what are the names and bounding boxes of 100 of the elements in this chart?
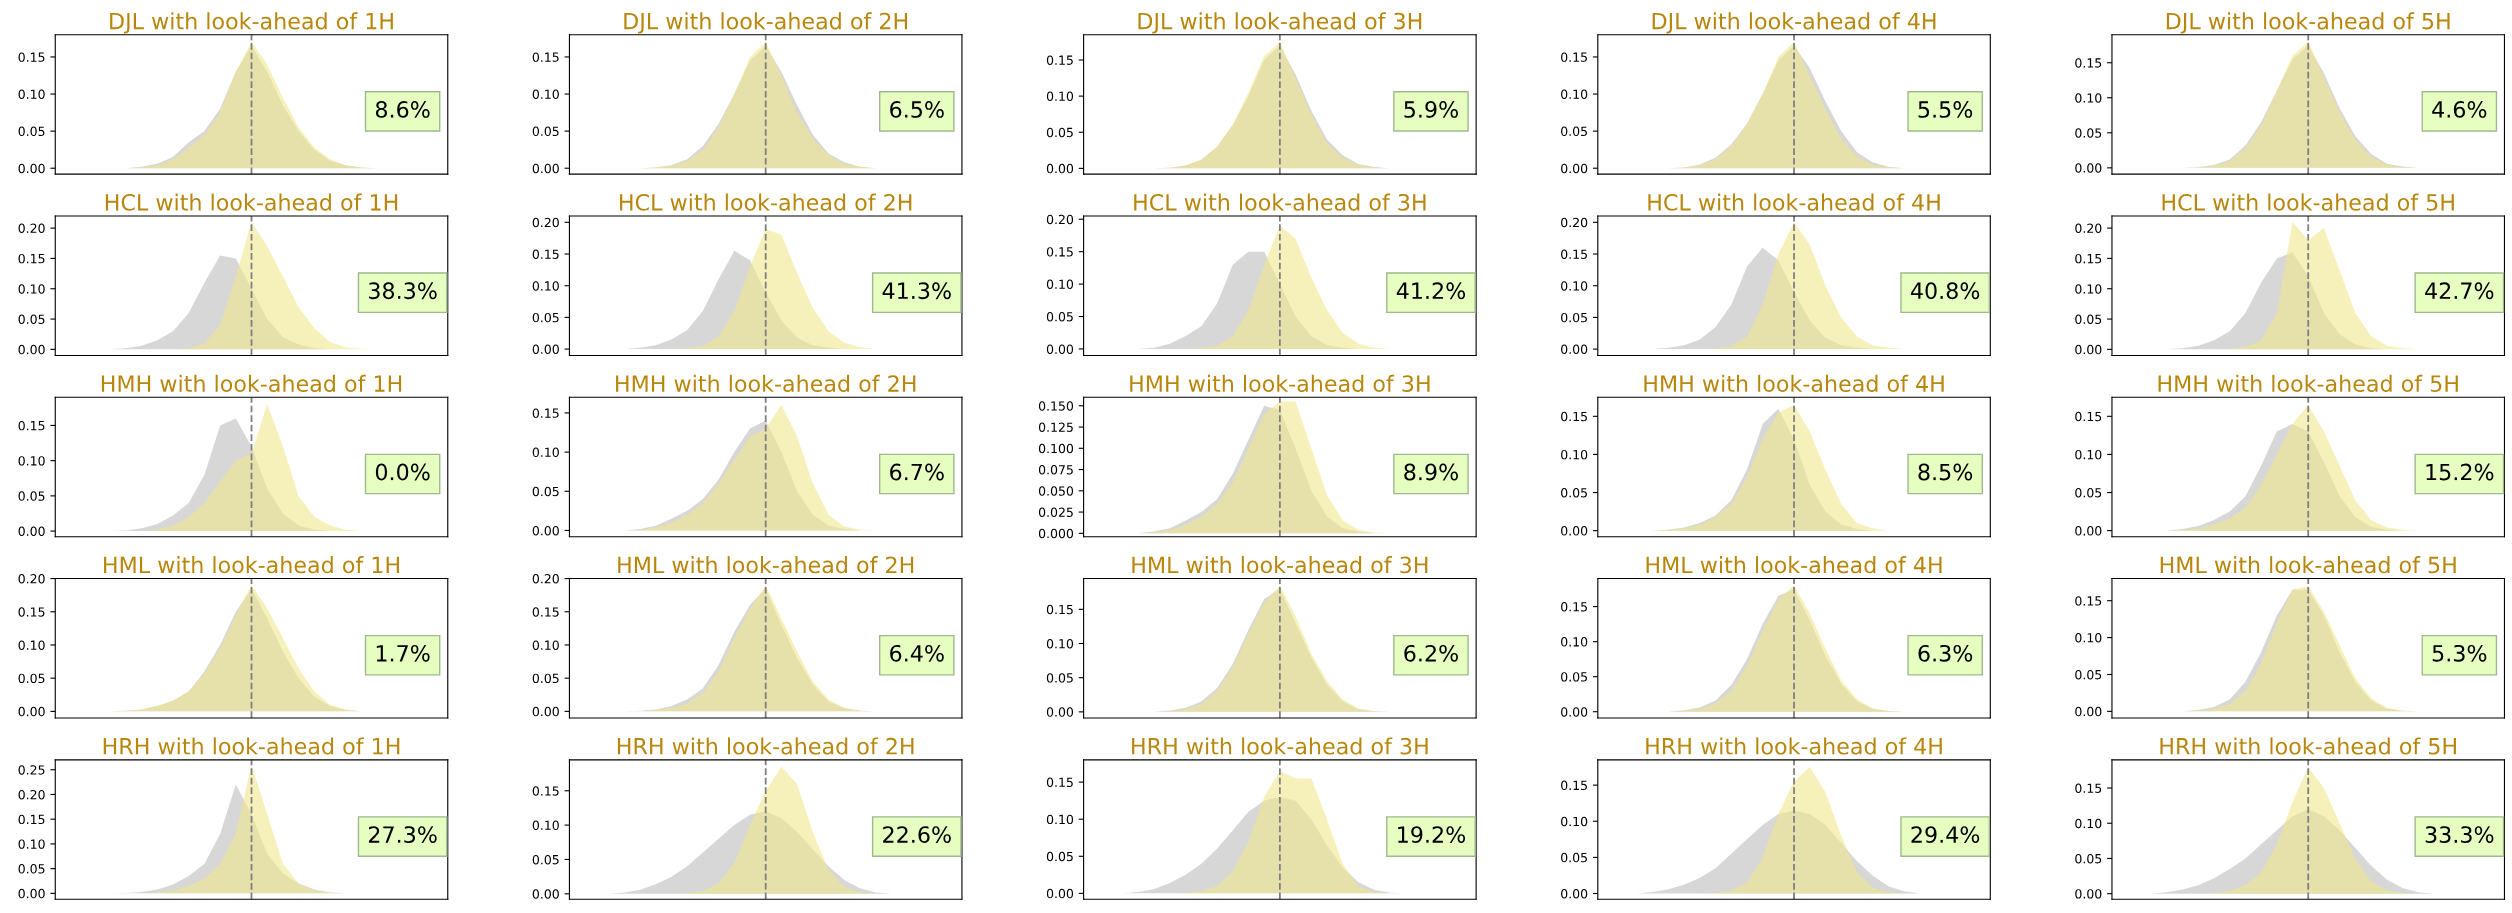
chart-title: HMH with look-ahead of 3H: [1130, 374, 1430, 393]
chart-title: HRH with look-ahead of 1H: [103, 737, 400, 755]
y-tick-label: 0.15: [1046, 247, 1073, 257]
y-tick-label: 0.10: [1046, 91, 1074, 102]
y-tick-label: 0.05: [2075, 669, 2102, 680]
y-tick-label: 0.075: [1038, 465, 1073, 475]
chart-title: HRH with look-ahead of 3H: [1132, 737, 1428, 755]
annotation: 5.3%: [2432, 644, 2487, 662]
y-tick-label: 0.15: [2075, 596, 2102, 606]
y-tick-label: 0.05: [1561, 488, 1587, 498]
chart-title: HRH with look-ahead of 2H: [617, 737, 914, 755]
y-tick-label: 0.050: [1038, 486, 1074, 496]
y-tick-label: 0.00: [1046, 344, 1074, 354]
y-tick-label: 0.10: [18, 89, 45, 99]
y-tick-label: 0.15: [2075, 253, 2102, 264]
y-tick-label: 0.10: [1561, 281, 1588, 291]
y-tick-label: 0.15: [1046, 55, 1073, 65]
y-tick-label: 0.05: [18, 491, 45, 501]
annotation: 42.7%: [2425, 282, 2494, 300]
chart-title: HML with look-ahead of 5H: [2160, 556, 2456, 574]
y-tick-label: 0.10: [532, 89, 559, 99]
y-tick-label: 0.05: [18, 673, 45, 684]
y-tick-label: 0.10: [2075, 449, 2102, 460]
chart-title: HRH with look-ahead of 5H: [2160, 737, 2456, 755]
y-tick-label: 0.15: [532, 408, 559, 418]
annotation: 27.3%: [368, 826, 437, 843]
y-tick-label: 0.15: [2075, 411, 2102, 422]
y-tick-label: 0.05: [532, 126, 559, 137]
y-tick-label: 0.25: [18, 765, 45, 775]
annotation: 22.6%: [883, 826, 951, 843]
chart-title: HMH with look-ahead of 1H: [101, 374, 402, 393]
chart-title: HMH with look-ahead of 4H: [1644, 374, 1944, 393]
y-tick-label: 0.20: [18, 223, 45, 234]
y-tick-label: 0.15: [2075, 58, 2102, 68]
y-tick-label: 0.100: [1038, 443, 1074, 454]
y-tick-label: 0.15: [18, 814, 45, 825]
chart-title: DJL with look-ahead of 3H: [1138, 12, 1422, 34]
y-tick-label: 0.00: [2075, 706, 2102, 717]
y-tick-label: 0.05: [2075, 853, 2102, 864]
y-tick-label: 0.05: [532, 854, 559, 865]
y-tick-label: 0.00: [18, 706, 45, 717]
y-tick-label: 0.10: [532, 281, 559, 291]
y-tick-label: 0.15: [1046, 604, 1073, 615]
chart-title: HMH with look-ahead of 5H: [2158, 374, 2458, 393]
y-tick-label: 0.00: [1561, 889, 1588, 899]
annotation: 8.9%: [1404, 463, 1458, 481]
y-tick-label: 0.00: [2075, 163, 2102, 173]
y-tick-label: 0.15: [1046, 777, 1073, 788]
y-tick-label: 0.10: [1046, 638, 1074, 649]
chart-title: HCL with look-ahead of 5H: [2162, 193, 2454, 211]
y-tick-label: 0.00: [532, 706, 559, 717]
y-tick-label: 0.00: [1046, 888, 1074, 899]
y-tick-label: 0.20: [2075, 223, 2102, 234]
y-tick-label: 0.00: [18, 888, 45, 899]
y-tick-label: 0.15: [532, 249, 559, 259]
chart-title: HML with look-ahead of 4H: [1646, 556, 1942, 574]
y-tick-label: 0.05: [2075, 488, 2102, 498]
y-tick-label: 0.00: [18, 344, 45, 355]
annotation: 33.3%: [2425, 826, 2494, 843]
y-tick-label: 0.15: [1561, 52, 1587, 62]
annotation: 6.5%: [890, 101, 944, 118]
y-tick-label: 0.05: [18, 126, 45, 137]
chart-title: HCL with look-ahead of 1H: [105, 193, 398, 211]
y-tick-label: 0.15: [532, 786, 559, 796]
y-tick-label: 0.00: [18, 163, 45, 174]
y-tick-label: 0.10: [2075, 93, 2102, 103]
chart-title: HCL with look-ahead of 4H: [1648, 193, 1940, 211]
y-tick-label: 0.10: [1046, 814, 1074, 825]
annotation: 8.6%: [375, 101, 430, 118]
y-tick-label: 0.10: [2075, 818, 2102, 829]
y-tick-label: 0.05: [2075, 314, 2102, 324]
y-tick-label: 0.10: [532, 820, 559, 831]
y-tick-label: 0.10: [2075, 284, 2102, 294]
chart-title: HCL with look-ahead of 3H: [1134, 193, 1426, 211]
y-tick-label: 0.05: [532, 673, 559, 684]
y-tick-label: 0.20: [532, 217, 559, 228]
y-tick-label: 0.15: [532, 607, 559, 617]
y-tick-label: 0.10: [18, 284, 45, 294]
y-tick-label: 0.00: [1561, 163, 1588, 174]
annotation: 5.5%: [1918, 101, 1973, 118]
annotation: 1.7%: [376, 644, 430, 662]
y-tick-label: 0.15: [1561, 411, 1587, 422]
y-tick-label: 0.150: [1038, 401, 1074, 411]
annotation: 15.2%: [2426, 463, 2494, 481]
chart-title: HML with look-ahead of 2H: [618, 556, 914, 574]
annotation: 4.6%: [2432, 101, 2487, 118]
chart-title: DJL with look-ahead of 1H: [110, 12, 393, 34]
y-tick-label: 0.05: [532, 486, 559, 497]
annotation: 19.2%: [1398, 826, 1466, 843]
annotation: 6.7%: [890, 463, 944, 481]
chart-title: HCL with look-ahead of 2H: [620, 193, 912, 211]
y-tick-label: 0.025: [1038, 507, 1073, 517]
chart-title: DJL with look-ahead of 4H: [1652, 12, 1936, 34]
y-tick-label: 0.10: [1046, 279, 1074, 290]
y-tick-label: 0.10: [2075, 633, 2102, 643]
annotation: 5.9%: [1404, 101, 1458, 118]
y-tick-label: 0.00: [1046, 163, 1074, 174]
chart-title: HML with look-ahead of 1H: [104, 556, 399, 574]
annotation: 40.8%: [1910, 282, 1980, 300]
y-tick-label: 0.05: [1561, 126, 1587, 137]
